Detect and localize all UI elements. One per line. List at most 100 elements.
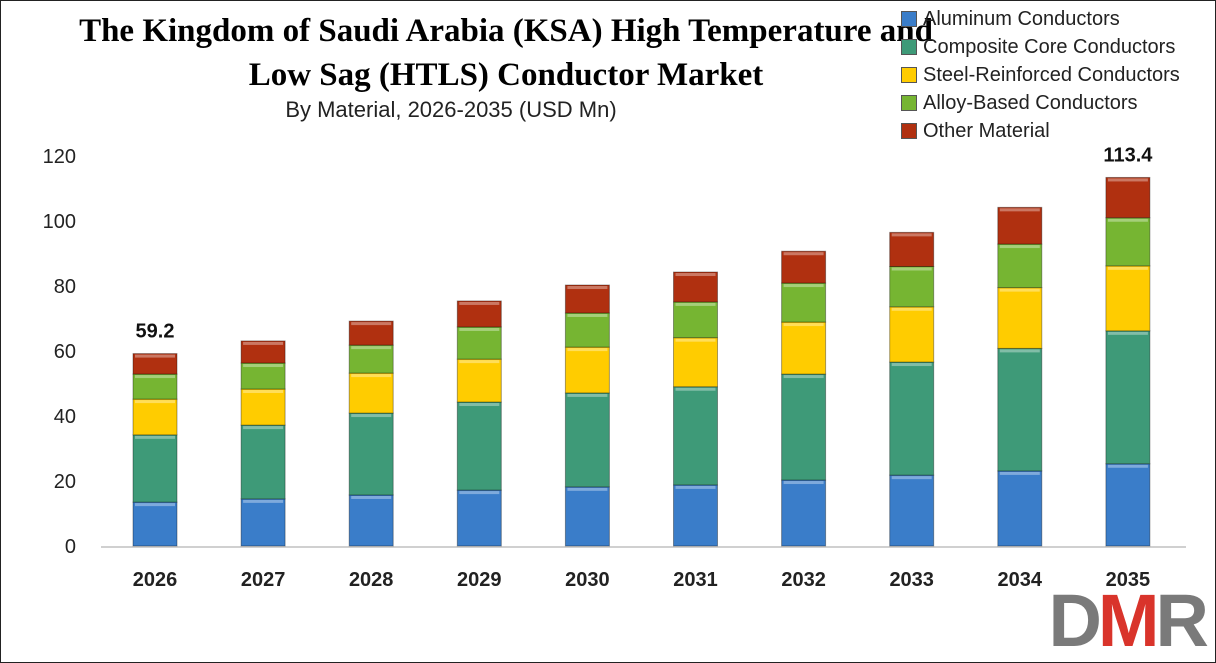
- bar-bevel: [675, 338, 716, 342]
- x-tick-label: 2031: [673, 569, 718, 591]
- legend-label: Alloy-Based Conductors: [923, 91, 1138, 114]
- legend-label: Aluminum Conductors: [923, 7, 1120, 30]
- bar-bevel: [351, 374, 392, 378]
- bar-bevel: [243, 364, 284, 368]
- x-tick-label: 2033: [889, 569, 934, 591]
- bar-bevel: [459, 403, 500, 407]
- legend-item: Steel-Reinforced Conductors: [901, 61, 1180, 89]
- bar-bevel: [675, 485, 716, 489]
- bar-segment: [132, 501, 178, 547]
- bar-bevel: [459, 491, 500, 495]
- bar-bevel: [783, 323, 824, 327]
- bar-bevel: [567, 313, 608, 317]
- bar-bevel: [783, 252, 824, 256]
- bar-segment: [889, 306, 935, 363]
- bar-bevel: [351, 322, 392, 326]
- legend-swatch: [901, 39, 917, 55]
- bar-segment: [456, 358, 502, 403]
- bar-bevel: [999, 245, 1040, 249]
- bar-segment: [781, 479, 827, 547]
- bar-segment: [1105, 265, 1151, 332]
- bar-segment: [781, 321, 827, 375]
- bar-segment: [673, 484, 718, 547]
- bar-segment: [564, 312, 610, 348]
- bar-bevel: [1107, 218, 1148, 222]
- legend-label: Composite Core Conductors: [923, 35, 1176, 58]
- bar-bevel: [999, 208, 1040, 212]
- legend-swatch: [901, 123, 917, 139]
- bar-bevel: [567, 393, 608, 397]
- bar-segment: [997, 243, 1043, 289]
- bar-bevel: [351, 414, 392, 418]
- bar-bevel: [243, 426, 284, 430]
- legend-label: Steel-Reinforced Conductors: [923, 63, 1180, 86]
- x-tick-label: 2028: [349, 569, 394, 591]
- bar-segment: [997, 347, 1043, 472]
- bar-bevel: [243, 499, 284, 503]
- x-tick-label: 2032: [781, 569, 826, 591]
- bar-segment: [889, 231, 935, 267]
- bar-bevel: [1107, 331, 1148, 335]
- bar-segment: [781, 373, 827, 481]
- bar-bevel: [459, 327, 500, 331]
- x-tick-label: 2035: [1106, 569, 1151, 591]
- dmr-logo: DMR: [1048, 579, 1209, 662]
- bar-bevel: [1107, 464, 1148, 468]
- bar-bevel: [891, 233, 932, 237]
- data-label: 59.2: [136, 321, 175, 343]
- bar-segment: [1105, 176, 1151, 219]
- legend-swatch: [901, 95, 917, 111]
- bar-segment: [132, 434, 178, 503]
- x-tick-label: 2034: [998, 569, 1043, 591]
- y-tick-label: 120: [43, 146, 76, 168]
- x-tick-label: 2026: [133, 569, 178, 591]
- y-tick-label: 80: [54, 276, 76, 298]
- bar-bevel: [135, 375, 175, 379]
- bar-segment: [348, 372, 394, 414]
- bar-segment: [889, 361, 935, 476]
- bar-bevel: [567, 487, 608, 491]
- bar-segment: [564, 392, 610, 488]
- legend-swatch: [901, 11, 917, 27]
- chart-subtitle: By Material, 2026-2035 (USD Mn): [285, 97, 617, 122]
- bar-bevel: [675, 387, 716, 391]
- bar-segment: [997, 287, 1043, 349]
- bar-segment: [132, 353, 178, 375]
- bar-segment: [240, 498, 286, 547]
- bar-segment: [889, 266, 935, 308]
- bar-bevel: [783, 284, 824, 288]
- x-tick-label: 2029: [457, 569, 502, 591]
- bar-segment: [673, 271, 718, 303]
- bar-bevel: [351, 346, 392, 350]
- bar-bevel: [999, 349, 1040, 353]
- bar-bevel: [351, 495, 392, 499]
- x-tick-label: 2030: [565, 569, 610, 591]
- bar-bevel: [135, 435, 175, 439]
- bar-bevel: [675, 273, 716, 277]
- bar-bevel: [891, 363, 932, 367]
- bar-segment: [456, 326, 502, 360]
- bar-segment: [456, 401, 502, 491]
- bar-bevel: [459, 301, 500, 305]
- y-tick-label: 40: [54, 406, 76, 428]
- bar-segment: [1105, 217, 1151, 267]
- y-tick-label: 0: [65, 536, 76, 558]
- bar-bevel: [783, 481, 824, 485]
- bar-segment: [1105, 463, 1151, 547]
- bar-segment: [564, 486, 610, 547]
- bar-bevel: [1107, 266, 1148, 270]
- legend-item: Alloy-Based Conductors: [901, 89, 1180, 117]
- bar-bevel: [135, 400, 175, 404]
- bar-segment: [348, 412, 394, 496]
- bar-segment: [781, 250, 827, 284]
- bar-bevel: [675, 302, 716, 306]
- bar-bevel: [243, 341, 284, 345]
- bar-segment: [456, 300, 502, 328]
- bar-bevel: [891, 267, 932, 271]
- legend: Aluminum Conductors Composite Core Conduc…: [901, 5, 1180, 145]
- bar-bevel: [891, 307, 932, 311]
- legend-item: Composite Core Conductors: [901, 33, 1180, 61]
- chart-title: The Kingdom of Saudi Arabia (KSA) High T…: [79, 13, 933, 93]
- y-tick-label: 20: [54, 471, 76, 493]
